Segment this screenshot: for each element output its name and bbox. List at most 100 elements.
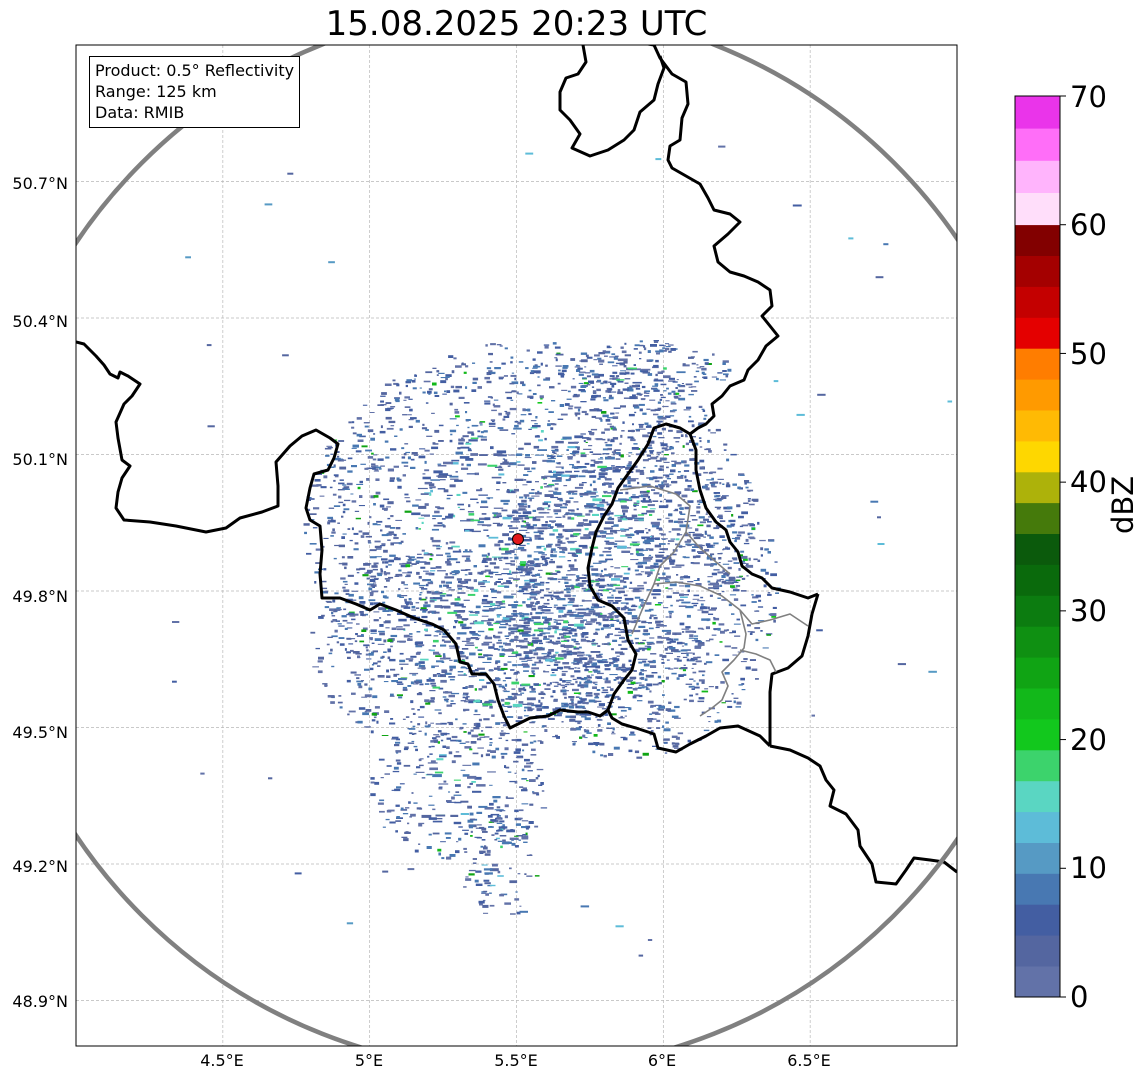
- echo-cell: [380, 568, 383, 571]
- echo-cell: [602, 448, 608, 451]
- echo-cell: [537, 376, 540, 378]
- echo-cell: [371, 590, 379, 593]
- echo-cell: [527, 408, 531, 412]
- echo-cell: [713, 569, 720, 571]
- echo-cell: [558, 615, 562, 618]
- echo-cell: [658, 528, 663, 531]
- echo-cell: [619, 517, 628, 521]
- echo-cell: [662, 725, 665, 728]
- echo-cell: [458, 621, 464, 624]
- echo-cell: [514, 817, 522, 821]
- echo-cell: [533, 365, 539, 368]
- echo-cell: [606, 503, 612, 506]
- echo-cell: [413, 732, 417, 735]
- echo-cell: [688, 420, 694, 423]
- echo-cell: [614, 532, 618, 534]
- echo-cell: [562, 365, 569, 368]
- echo-cell: [468, 513, 475, 516]
- echo-cell: [701, 544, 705, 547]
- echo-cell: [602, 453, 610, 455]
- echo-cell: [643, 581, 647, 584]
- echo-cell: [460, 520, 469, 522]
- echo-cell: [421, 777, 426, 779]
- echo-cell: [355, 653, 362, 655]
- echo-cell: [555, 471, 565, 474]
- echo-cell: [527, 470, 532, 473]
- echo-cell: [585, 654, 591, 656]
- echo-cell: [329, 486, 333, 489]
- echo-cell: [410, 458, 415, 461]
- echo-cell: [567, 390, 571, 393]
- echo-cell: [598, 352, 606, 355]
- echo-cell: [741, 555, 748, 559]
- echo-cell: [344, 499, 351, 502]
- echo-cell: [699, 446, 703, 448]
- echo-cell: [644, 609, 652, 612]
- echo-cell: [200, 772, 205, 775]
- echo-cell: [671, 640, 674, 642]
- echo-cell: [695, 370, 700, 373]
- echo-cell: [747, 631, 753, 633]
- echo-cell: [500, 462, 508, 465]
- echo-cell: [575, 615, 584, 618]
- echo-cell: [455, 451, 463, 455]
- echo-cell: [663, 498, 666, 500]
- echo-cell: [718, 557, 722, 560]
- echo-cell: [372, 695, 378, 699]
- echo-cell: [650, 456, 658, 460]
- echo-cell: [693, 635, 699, 637]
- echo-cell: [692, 555, 696, 559]
- echo-cell: [441, 639, 445, 642]
- echo-cell: [607, 633, 613, 635]
- echo-cell: [732, 654, 737, 656]
- echo-cell: [521, 836, 529, 840]
- echo-cell: [479, 826, 485, 829]
- echo-cell: [355, 721, 358, 724]
- echo-cell: [592, 390, 597, 394]
- echo-cell: [520, 645, 528, 649]
- echo-cell: [582, 619, 587, 621]
- echo-cell: [522, 408, 526, 412]
- echo-cell: [287, 172, 294, 175]
- echo-cell: [497, 870, 501, 874]
- echo-cell: [485, 575, 490, 578]
- echo-cell: [407, 868, 415, 871]
- echo-cell: [647, 373, 653, 376]
- echo-cell: [529, 396, 534, 399]
- echo-cell: [326, 601, 332, 603]
- echo-cell: [606, 583, 610, 585]
- colorbar-segment: [1015, 842, 1060, 874]
- echo-cell: [359, 611, 364, 614]
- echo-cell: [605, 444, 613, 447]
- echo-cell: [517, 464, 525, 466]
- echo-cell: [510, 399, 514, 401]
- echo-cell: [433, 740, 438, 743]
- echo-cell: [598, 472, 608, 476]
- echo-cell: [618, 717, 625, 719]
- echo-cell: [718, 145, 726, 148]
- echo-cell: [533, 740, 537, 743]
- echo-cell: [422, 473, 426, 475]
- colorbar-segment: [1015, 441, 1060, 473]
- echo-cell: [495, 722, 501, 725]
- echo-cell: [521, 569, 524, 572]
- echo-cell: [532, 649, 537, 652]
- echo-cell: [482, 703, 493, 706]
- echo-cell: [592, 662, 598, 666]
- echo-cell: [621, 506, 629, 509]
- echo-cell: [667, 588, 673, 590]
- echo-cell: [504, 585, 510, 588]
- echo-cell: [532, 358, 536, 361]
- echo-cell: [563, 620, 569, 624]
- echo-cell: [477, 747, 484, 749]
- echo-cell: [503, 672, 506, 675]
- border-france-germany: [769, 744, 957, 886]
- echo-cell: [698, 499, 703, 501]
- echo-cell: [620, 346, 624, 349]
- echo-cell: [597, 706, 605, 708]
- echo-cell: [416, 571, 420, 575]
- echo-cell: [392, 379, 396, 382]
- echo-cell: [569, 574, 576, 576]
- echo-cell: [526, 762, 533, 765]
- echo-cell: [466, 557, 470, 561]
